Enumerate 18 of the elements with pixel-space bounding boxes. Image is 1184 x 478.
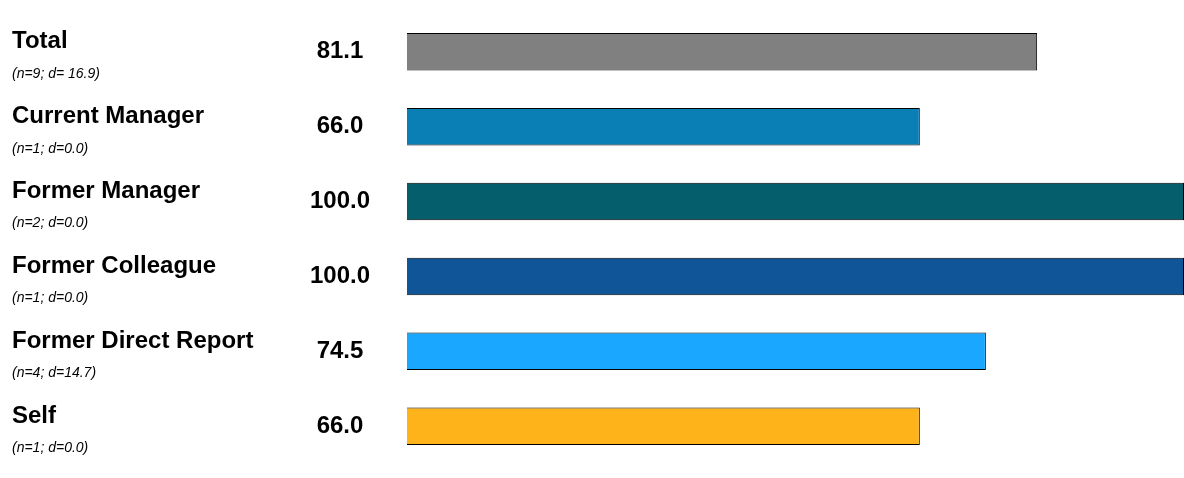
data-label: 66.0 bbox=[316, 111, 364, 139]
y-tick-label: Self bbox=[12, 400, 58, 428]
data-label: 100.0 bbox=[309, 261, 371, 289]
text: (n=1; d=0.0) bbox=[12, 289, 89, 306]
data-label: 81.1 bbox=[316, 36, 364, 64]
data-label: 66.0 bbox=[316, 410, 364, 438]
data-label: 74.5 bbox=[316, 335, 364, 363]
y-tick-label: Former Direct Report bbox=[12, 325, 254, 353]
y-tick-label: Total bbox=[12, 26, 68, 54]
y-tick-label: Former Manager bbox=[12, 176, 201, 204]
text: (n=2; d=0.0) bbox=[12, 214, 89, 231]
data-label: 100.0 bbox=[309, 186, 371, 214]
text: (n=4; d=14.7) bbox=[12, 364, 97, 381]
text: (n=1; d=0.0) bbox=[12, 139, 89, 156]
y-tick-label: Current Manager bbox=[12, 101, 205, 129]
y-tick-label: Former Colleague bbox=[12, 251, 217, 279]
text: (n=1; d=0.0) bbox=[12, 439, 89, 456]
text: (n=9; d= 16.9) bbox=[12, 64, 100, 81]
